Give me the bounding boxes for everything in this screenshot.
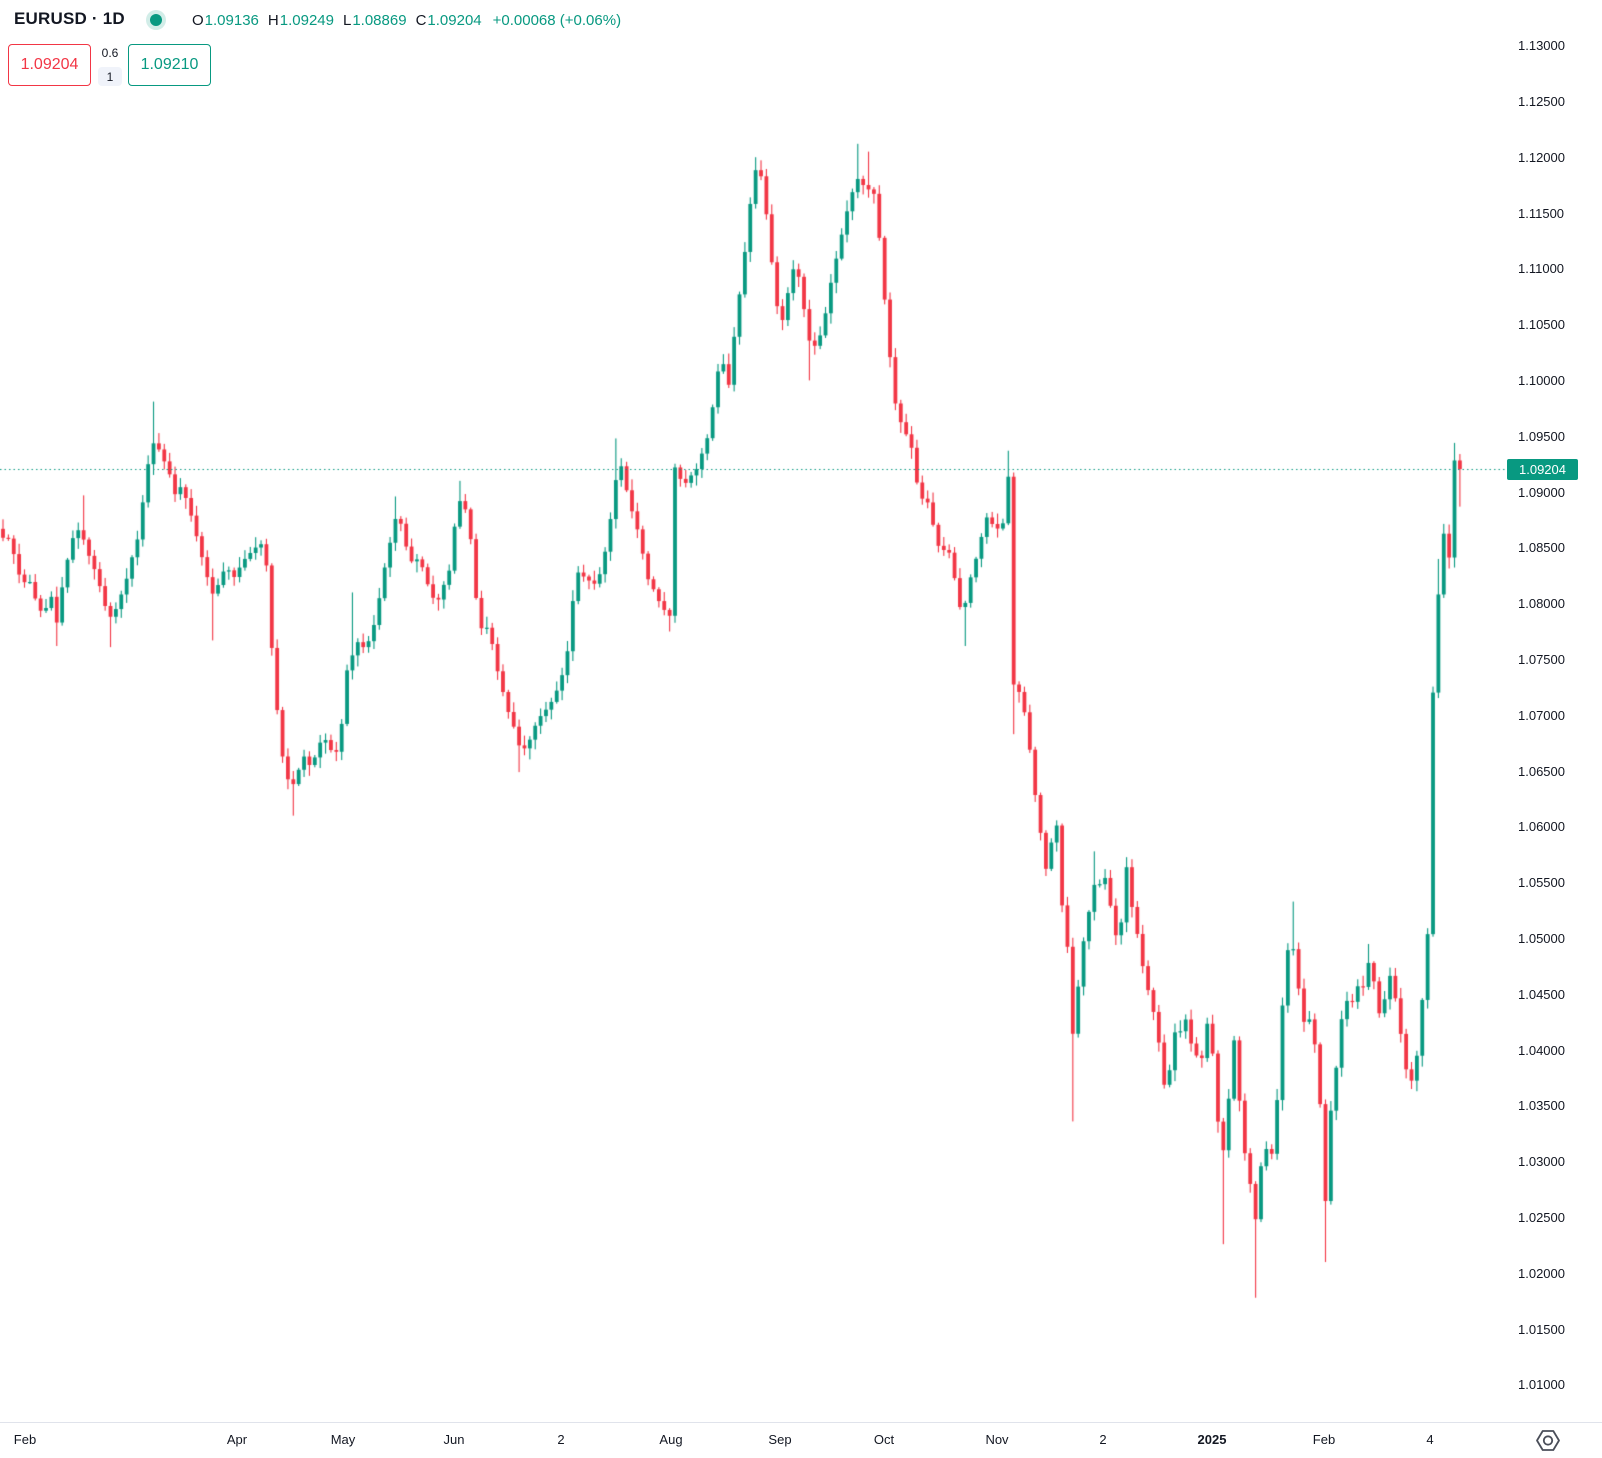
price-axis[interactable]: 1.13000 1.12500 1.12000 1.11500 1.11000 1.105… [1470, 0, 1602, 1422]
buy-ask-button[interactable]: 1.09210 [128, 44, 211, 86]
low-label: L [342, 12, 352, 29]
price-axis-label: 1.09000 [1518, 484, 1565, 500]
open-label: O [192, 12, 204, 29]
gear-icon [1536, 1430, 1560, 1451]
time-axis-label: May [330, 1432, 356, 1447]
time-axis-separator [0, 1422, 1602, 1423]
time-axis-label: 2 [1099, 1432, 1107, 1447]
high-label: H [267, 12, 279, 29]
price-axis-label: 1.06500 [1518, 763, 1565, 779]
time-axis[interactable]: Feb Apr May Jun 2 Aug Sep Oct Nov 2 2025 Feb 4 [0, 1423, 1602, 1458]
price-axis-label: 1.07000 [1518, 707, 1565, 723]
price-axis-label: 1.04000 [1518, 1042, 1565, 1058]
time-axis-label: Feb [1312, 1432, 1336, 1447]
time-axis-label: Jun [443, 1432, 465, 1447]
close-value: 1.09204 [427, 12, 482, 29]
time-axis-label: Sep [768, 1432, 792, 1447]
time-axis-label: 2 [557, 1432, 565, 1447]
axis-settings-button[interactable] [1533, 1427, 1563, 1454]
price-axis-label: 1.05500 [1518, 875, 1565, 891]
price-axis-label: 1.11500 [1518, 205, 1565, 221]
price-axis-label: 1.01500 [1518, 1321, 1565, 1337]
time-axis-label: Oct [873, 1432, 895, 1447]
price-axis-label: 1.13000 [1518, 38, 1565, 54]
price-axis-label: 1.05000 [1518, 930, 1565, 946]
price-axis-label: 1.11000 [1518, 261, 1565, 277]
price-axis-label: 1.03000 [1518, 1154, 1565, 1170]
price-axis-label: 1.12000 [1518, 149, 1565, 165]
time-axis-label: Apr [226, 1432, 248, 1447]
low-value: 1.08869 [352, 12, 407, 29]
time-axis-label: Nov [985, 1432, 1009, 1447]
price-axis-label: 1.10500 [1518, 317, 1565, 333]
symbol-title[interactable]: EURUSD · 1D [14, 9, 125, 28]
price-axis-label: 1.06000 [1518, 819, 1565, 835]
spread-value-top: 0.6 [101, 46, 119, 60]
ohlc-legend: O1.09136 H1.09249 L1.08869 C1.09204 +0.00068… [192, 12, 621, 29]
price-axis-label: 1.03500 [1518, 1098, 1565, 1114]
time-axis-label: 4 [1426, 1432, 1434, 1447]
spread-value-bottom: 1 [98, 67, 122, 86]
time-axis-label: Aug [659, 1432, 683, 1447]
high-value: 1.09249 [279, 12, 334, 29]
market-status-icon[interactable] [150, 14, 162, 26]
time-axis-label: 2025 [1197, 1432, 1227, 1447]
price-axis-label: 1.07500 [1518, 651, 1565, 667]
spread-display: 0.6 1 [96, 44, 124, 86]
last-price-label: 1.09204 [1507, 458, 1578, 480]
price-axis-label: 1.08000 [1518, 596, 1565, 612]
time-axis-label: Feb [13, 1432, 37, 1447]
change-value: +0.00068 (+0.06%) [492, 12, 622, 29]
price-axis-label: 1.02500 [1518, 1209, 1565, 1225]
close-label: C [415, 12, 427, 29]
price-axis-label: 1.09500 [1518, 428, 1565, 444]
price-axis-label: 1.04500 [1518, 986, 1565, 1002]
price-axis-label: 1.01000 [1518, 1377, 1565, 1393]
open-value: 1.09136 [204, 12, 259, 29]
price-axis-label: 1.02000 [1518, 1265, 1565, 1281]
price-axis-label: 1.12500 [1518, 93, 1565, 109]
sell-bid-button[interactable]: 1.09204 [8, 44, 91, 86]
price-axis-label: 1.10000 [1518, 372, 1565, 388]
price-axis-label: 1.08500 [1518, 540, 1565, 556]
